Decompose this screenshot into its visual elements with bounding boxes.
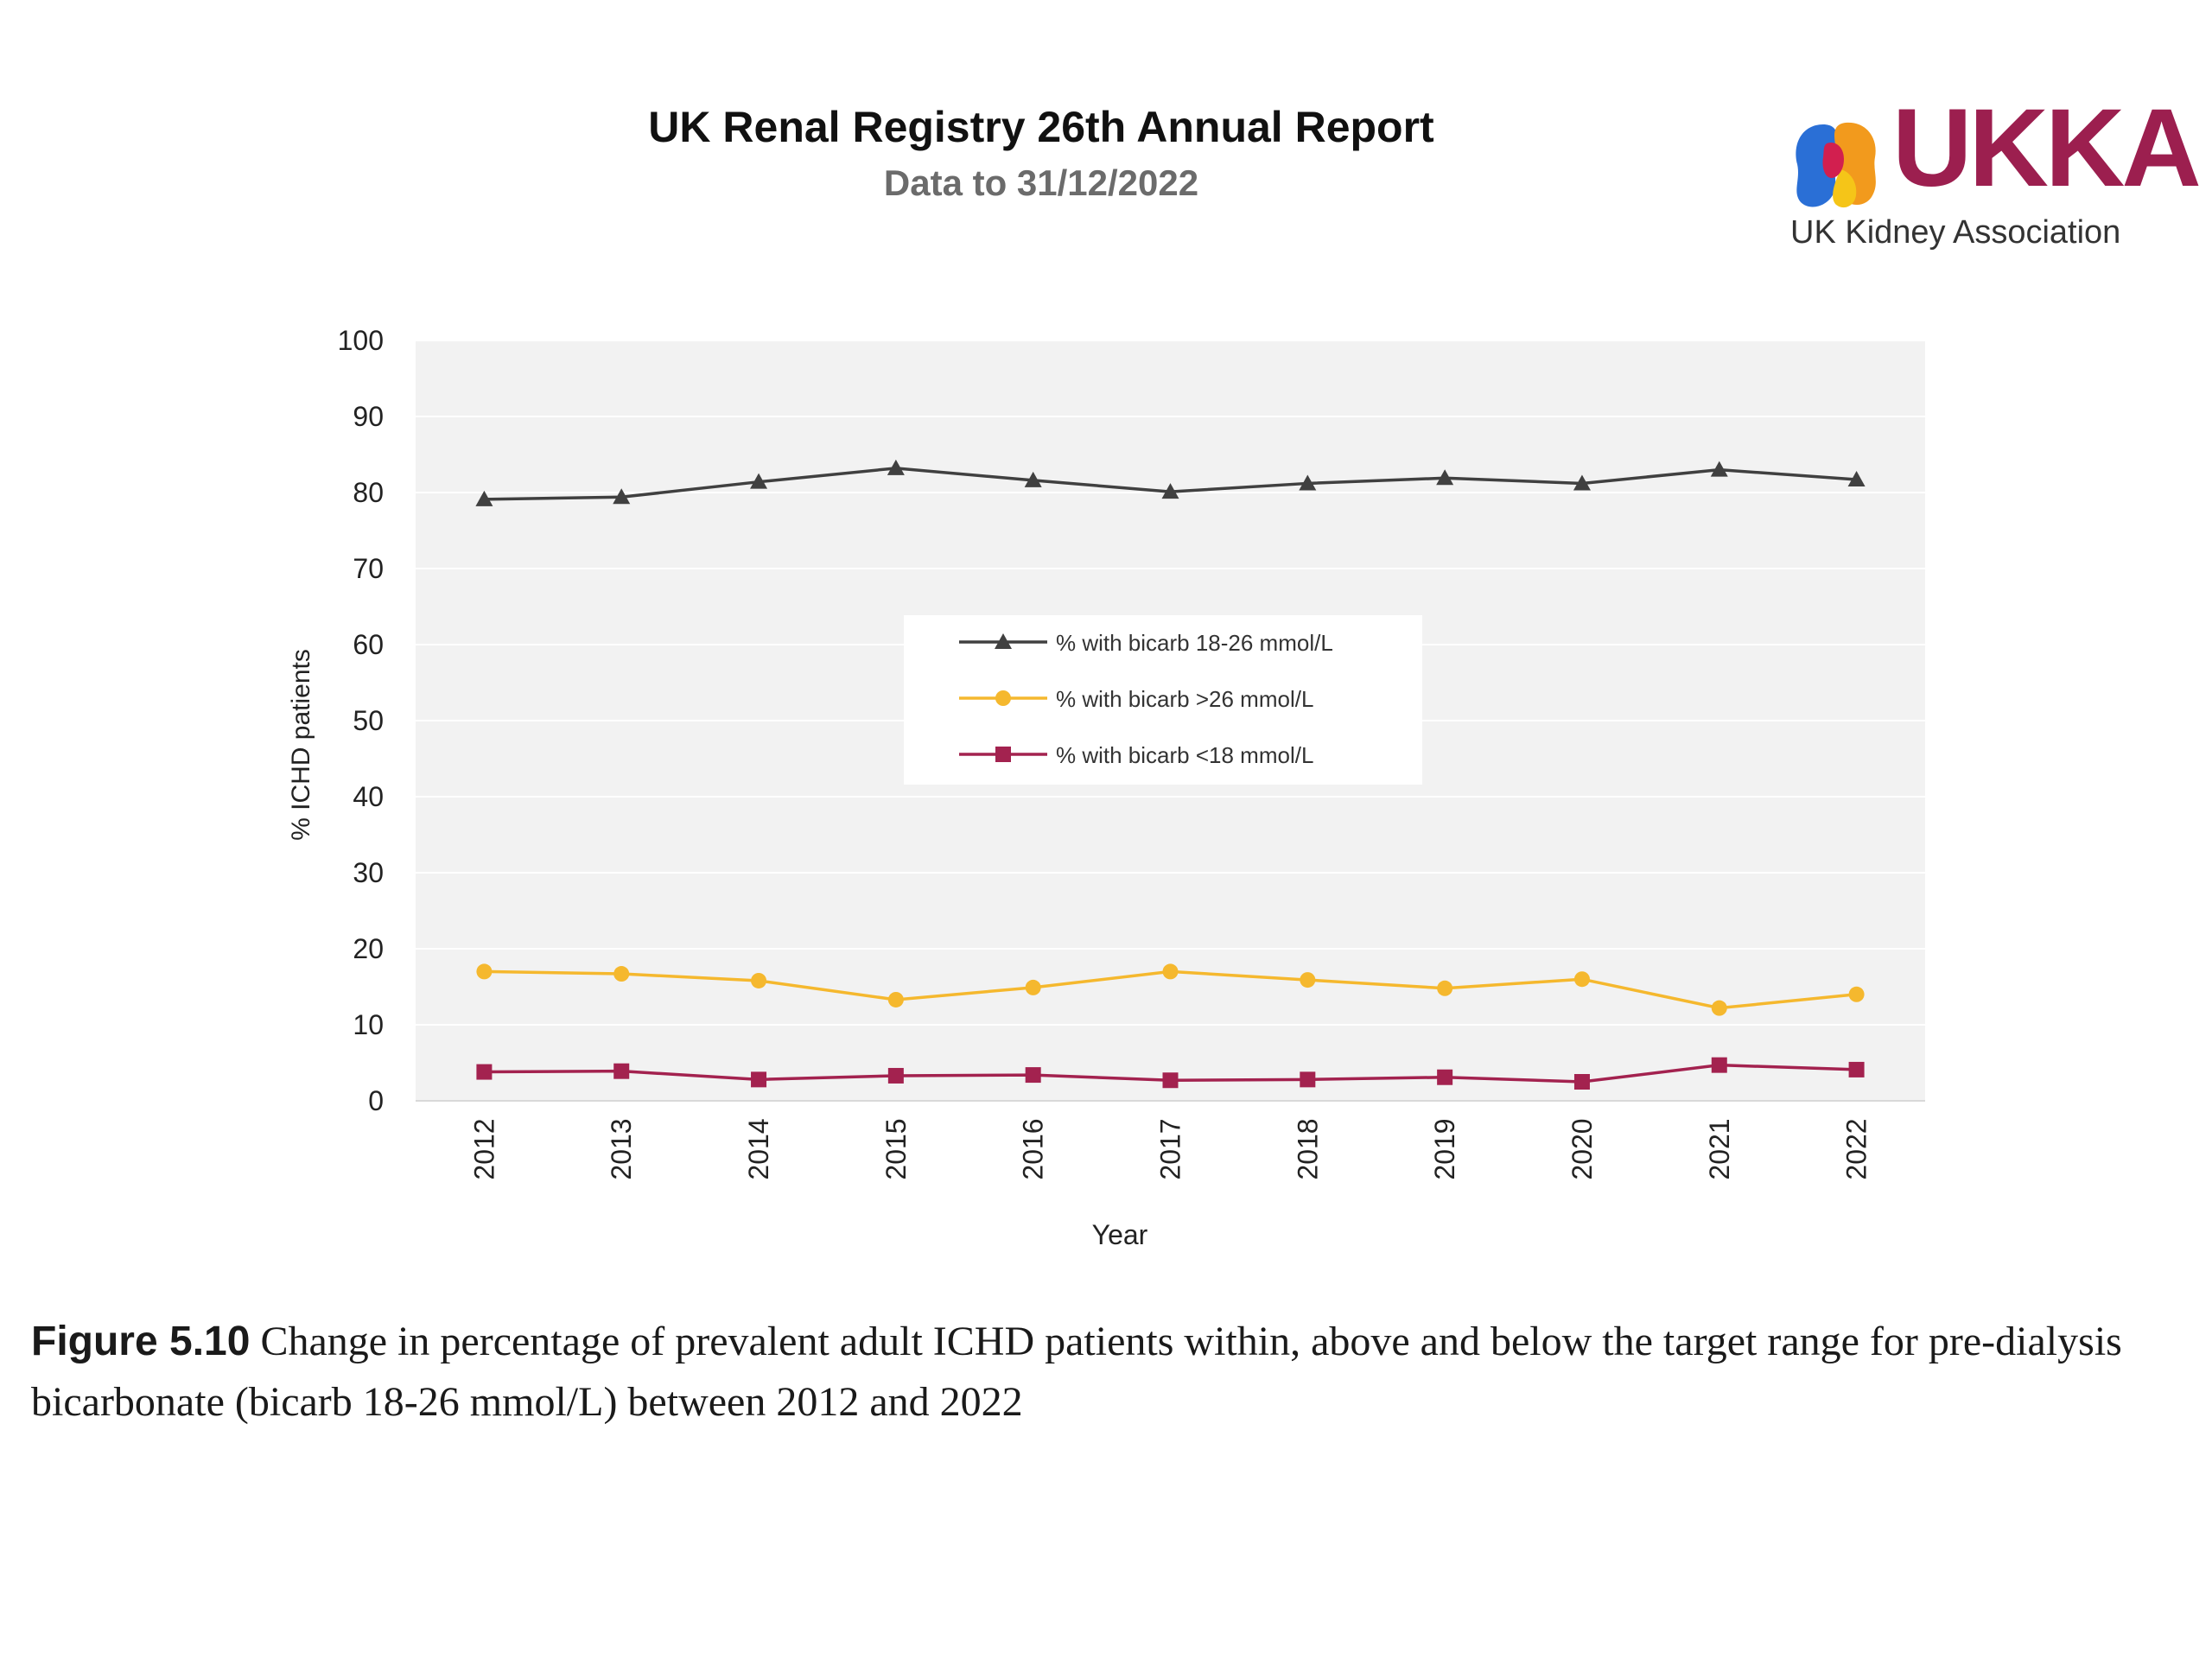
data-point <box>1161 483 1179 499</box>
x-tick-label: 2017 <box>1155 1118 1186 1179</box>
data-point <box>1711 1000 1727 1016</box>
legend-item: % with bicarb <18 mmol/L <box>959 742 1313 768</box>
data-point <box>476 963 493 980</box>
data-point <box>1300 1071 1316 1088</box>
y-tick-label: 40 <box>353 781 384 812</box>
y-tick-label: 100 <box>338 325 384 356</box>
y-tick-label: 90 <box>353 401 384 432</box>
data-point <box>995 690 1011 706</box>
data-point <box>1573 1074 1590 1090</box>
data-point <box>1436 469 1454 486</box>
data-point <box>887 459 905 475</box>
legend: % with bicarb 18-26 mmol/L % with bicarb … <box>904 615 1422 785</box>
data-point <box>1848 986 1865 1002</box>
data-point <box>1024 471 1042 487</box>
data-point <box>887 991 904 1007</box>
x-tick-label: 2018 <box>1292 1118 1323 1179</box>
data-point <box>1025 1067 1041 1084</box>
data-point <box>751 972 767 988</box>
x-tick-label: 2013 <box>606 1118 637 1179</box>
series-1 <box>475 459 1866 506</box>
data-point <box>1848 1061 1865 1077</box>
x-tick-label: 2021 <box>1704 1118 1735 1179</box>
data-point <box>1437 980 1453 996</box>
y-tick-label: 50 <box>353 705 384 736</box>
data-point <box>1025 979 1041 995</box>
report-subtitle: Data to 31/12/2022 <box>883 162 1199 203</box>
y-tick-label: 80 <box>353 477 384 508</box>
x-tick-label: 2020 <box>1567 1118 1598 1179</box>
series-layer <box>475 459 1866 1090</box>
y-tick-label: 30 <box>353 857 384 888</box>
data-point <box>1162 963 1179 980</box>
series-3 <box>476 1057 1865 1090</box>
data-point <box>1300 972 1316 988</box>
legend-label: % with bicarb 18-26 mmol/L <box>1056 630 1333 656</box>
data-point <box>1711 1057 1727 1073</box>
logo-wordmark: UKKA <box>1892 86 2202 210</box>
chart: 0 10 20 30 40 50 60 70 80 90 100 2012 2013 2014 2015 2… <box>287 325 1925 1250</box>
y-axis-label: % ICHD patients <box>287 649 315 841</box>
legend-label: % with bicarb >26 mmol/L <box>1056 686 1313 712</box>
data-point <box>1847 471 1866 487</box>
series-2 <box>476 963 1865 1016</box>
x-tick-label: 2012 <box>468 1118 499 1179</box>
y-tick-label: 10 <box>353 1009 384 1040</box>
data-point <box>1573 474 1591 491</box>
legend-item: % with bicarb >26 mmol/L <box>959 686 1313 712</box>
ukka-logo: UKKA UK Kidney Association <box>1789 93 2202 259</box>
data-point <box>613 488 631 505</box>
kidney-logo-icon <box>1796 122 1876 208</box>
x-tick-label: 2016 <box>1018 1118 1049 1179</box>
data-point <box>995 747 1011 762</box>
y-axis-ticks: 0 10 20 30 40 50 60 70 80 90 100 <box>338 325 384 1116</box>
data-point <box>613 1063 630 1079</box>
data-point <box>995 633 1012 649</box>
data-point <box>613 966 630 982</box>
data-point <box>1162 1072 1179 1089</box>
y-tick-label: 70 <box>353 553 384 584</box>
x-tick-label: 2022 <box>1841 1118 1872 1179</box>
data-point <box>887 1067 904 1084</box>
report-title: UK Renal Registry 26th Annual Report <box>648 103 1434 151</box>
y-tick-label: 0 <box>368 1085 384 1116</box>
x-axis-label: Year <box>1092 1219 1148 1250</box>
data-point <box>750 473 768 489</box>
y-tick-label: 60 <box>353 629 384 660</box>
x-tick-label: 2015 <box>880 1118 912 1179</box>
data-point <box>476 1064 493 1080</box>
legend-label: % with bicarb <18 mmol/L <box>1056 742 1313 768</box>
y-tick-label: 20 <box>353 933 384 964</box>
figure-caption: Figure 5.10 Change in percentage of prev… <box>31 1312 2183 1433</box>
data-point <box>751 1071 767 1088</box>
x-axis-ticks: 2012 2013 2014 2015 2016 2017 2018 2019 2020 2021… <box>468 1118 1872 1179</box>
x-tick-label: 2019 <box>1429 1118 1460 1179</box>
data-point <box>475 490 493 506</box>
figure-label: Figure 5.10 <box>31 1319 251 1364</box>
figure-caption-text: Change in percentage of prevalent adult … <box>31 1319 2122 1425</box>
data-point <box>1299 474 1317 491</box>
x-tick-label: 2014 <box>743 1118 774 1179</box>
legend-item: % with bicarb 18-26 mmol/L <box>959 630 1333 656</box>
data-point <box>1573 971 1590 988</box>
data-point <box>1437 1069 1453 1085</box>
logo-organisation-name: UK Kidney Association <box>1790 214 2121 251</box>
data-point <box>1710 461 1728 477</box>
